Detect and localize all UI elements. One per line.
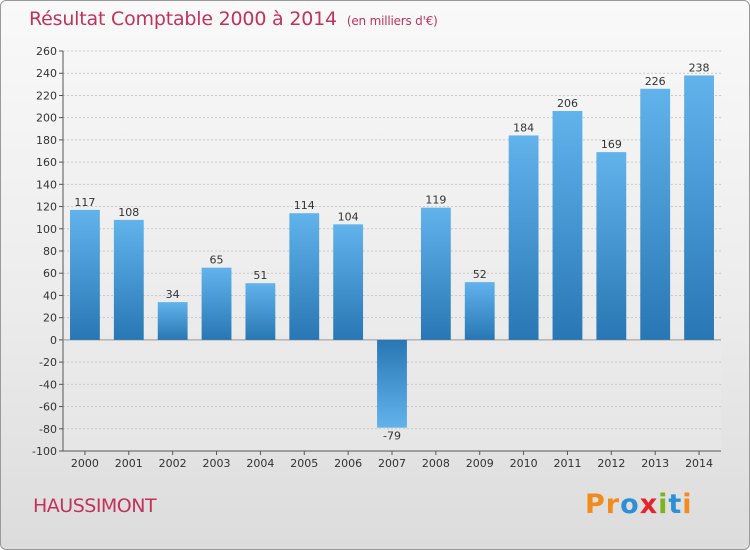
data-label-2006: 104 bbox=[338, 210, 359, 223]
logo-letter: o bbox=[620, 489, 640, 520]
y-tick-label: 120 bbox=[36, 201, 57, 214]
data-label-2010: 184 bbox=[513, 121, 534, 134]
x-tick-label-2014: 2014 bbox=[685, 457, 713, 470]
logo-letter: i bbox=[682, 489, 693, 520]
y-tick-label: -60 bbox=[39, 401, 57, 414]
y-tick-label: 60 bbox=[43, 267, 57, 280]
data-label-2004: 51 bbox=[253, 269, 267, 282]
x-tick-label-2009: 2009 bbox=[466, 457, 494, 470]
y-tick-label: 160 bbox=[36, 156, 57, 169]
y-tick-label: -40 bbox=[39, 378, 57, 391]
data-label-2013: 226 bbox=[645, 75, 666, 88]
data-label-2008: 119 bbox=[425, 194, 446, 207]
logo-letter: x bbox=[639, 489, 659, 520]
proxiti-logo: Proxiti bbox=[585, 489, 693, 520]
y-tick-label: -20 bbox=[39, 356, 57, 369]
bars bbox=[70, 75, 714, 428]
x-tick-label-2013: 2013 bbox=[641, 457, 669, 470]
y-tick-label: 20 bbox=[43, 312, 57, 325]
bar-2003 bbox=[201, 267, 232, 340]
x-tick-label-2002: 2002 bbox=[159, 457, 187, 470]
data-label-2001: 108 bbox=[118, 206, 139, 219]
data-label-2000: 117 bbox=[74, 196, 95, 209]
bar-2006 bbox=[333, 224, 364, 340]
x-tick-label-2007: 2007 bbox=[378, 457, 406, 470]
chart-title-text: Résultat Comptable 2000 à 2014 bbox=[29, 8, 337, 30]
bar-2005 bbox=[289, 213, 320, 340]
y-tick-label: 260 bbox=[36, 45, 57, 58]
y-tick-label: -100 bbox=[32, 445, 57, 458]
x-tick-label-2003: 2003 bbox=[203, 457, 231, 470]
data-label-2012: 169 bbox=[601, 138, 622, 151]
bar-2013 bbox=[640, 88, 671, 340]
y-tick-label: 240 bbox=[36, 67, 57, 80]
x-tick-label-2000: 2000 bbox=[71, 457, 99, 470]
data-label-2014: 238 bbox=[689, 61, 710, 74]
x-tick-label-2001: 2001 bbox=[115, 457, 143, 470]
y-tick-label: 80 bbox=[43, 245, 57, 258]
logo-letter: t bbox=[668, 489, 683, 520]
bar-2004 bbox=[245, 283, 276, 340]
logo-letter: i bbox=[658, 489, 669, 520]
data-labels: 117 108 34 65 51 114 104 -79 119 52 184 206 169 226 23… bbox=[74, 61, 709, 442]
bar-2012 bbox=[596, 152, 627, 340]
bar-2007 bbox=[377, 339, 407, 428]
bar-2010 bbox=[508, 135, 539, 340]
x-tick-label-2011: 2011 bbox=[553, 457, 581, 470]
place-name: HAUSSIMONT bbox=[33, 495, 157, 517]
x-tick-label-2010: 2010 bbox=[510, 457, 538, 470]
x-tick-label-2008: 2008 bbox=[422, 457, 450, 470]
data-label-2007: -79 bbox=[383, 430, 401, 443]
chart-subtitle: (en milliers d'€) bbox=[346, 14, 438, 28]
bar-2009 bbox=[464, 282, 495, 340]
y-tick-label: 220 bbox=[36, 89, 57, 102]
y-tick-label: -80 bbox=[39, 423, 57, 436]
y-tick-label: 0 bbox=[50, 334, 57, 347]
logo-letter: r bbox=[605, 489, 621, 520]
logo-letter: P bbox=[585, 489, 606, 520]
x-tick-label-2004: 2004 bbox=[246, 457, 274, 470]
bar-2014 bbox=[684, 75, 714, 340]
bar-2000 bbox=[70, 209, 100, 340]
bar-2001 bbox=[113, 219, 144, 340]
y-tick-label: 180 bbox=[36, 134, 57, 147]
data-label-2002: 34 bbox=[166, 288, 180, 301]
x-tick-label-2006: 2006 bbox=[334, 457, 362, 470]
chart-title: Résultat Comptable 2000 à 2014 (en millie… bbox=[29, 8, 438, 30]
bar-2011 bbox=[552, 111, 583, 340]
bar-2002 bbox=[157, 302, 188, 340]
bar-2008 bbox=[420, 207, 451, 340]
data-label-2011: 206 bbox=[557, 97, 578, 110]
y-tick-label: 40 bbox=[43, 289, 57, 302]
data-label-2003: 65 bbox=[210, 254, 224, 267]
x-tick-label-2012: 2012 bbox=[597, 457, 625, 470]
y-tick-label: 100 bbox=[36, 223, 57, 236]
y-tick-label: 140 bbox=[36, 178, 57, 191]
y-tick-label: 200 bbox=[36, 112, 57, 125]
x-tick-label-2005: 2005 bbox=[290, 457, 318, 470]
data-label-2009: 52 bbox=[473, 268, 487, 281]
data-label-2005: 114 bbox=[294, 199, 315, 212]
